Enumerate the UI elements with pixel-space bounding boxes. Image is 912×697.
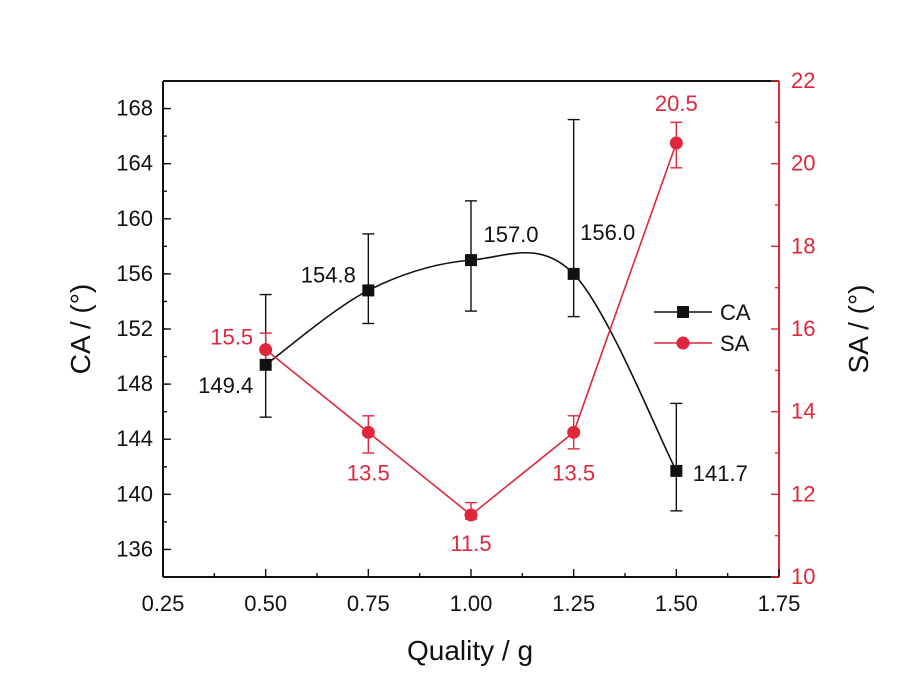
ca-marker: [670, 464, 683, 477]
sa-data-label: 15.5: [210, 325, 253, 350]
ca-data-label: 157.0: [483, 222, 538, 247]
x-tick-label: 0.25: [142, 591, 185, 616]
y-right-tick-label: 22: [791, 68, 815, 93]
x-tick-label: 1.75: [758, 591, 801, 616]
sa-data-label: 20.5: [655, 91, 698, 116]
y-right-tick-label: 12: [791, 481, 815, 506]
y-right-tick-label: 10: [791, 564, 815, 589]
ca-marker: [465, 254, 477, 267]
y-left-tick-label: 136: [116, 536, 153, 561]
y-left-tick-label: 140: [116, 481, 153, 506]
x-tick-label: 0.50: [244, 591, 287, 616]
y-left-tick-label: 156: [116, 261, 153, 286]
y-left-axis-title: CA / (°): [65, 284, 96, 375]
x-tick-label: 1.00: [450, 591, 493, 616]
y-right-tick-label: 16: [791, 316, 815, 341]
ca-marker: [362, 284, 375, 297]
sa-marker: [259, 343, 273, 357]
legend-label-ca: CA: [720, 300, 751, 325]
ca-data-label: 154.8: [301, 262, 356, 287]
y-right-axis-title: SA / (°): [843, 285, 874, 374]
series-line-sa: [265, 142, 678, 517]
sa-data-label: 13.5: [552, 460, 595, 485]
legend-marker-ca: [677, 306, 689, 318]
ca-data-label: 141.7: [693, 461, 748, 486]
sa-data-label: 11.5: [450, 531, 491, 556]
y-left-tick-label: 152: [116, 316, 153, 341]
y-right-tick-label: 20: [791, 151, 815, 176]
ca-marker: [567, 267, 580, 280]
y-right-tick-label: 18: [791, 233, 815, 258]
ca-data-label: 156.0: [580, 220, 635, 245]
sa-marker: [567, 425, 581, 439]
sa-data-label: 13.5: [347, 460, 390, 485]
ca-data-label: 149.4: [198, 373, 253, 398]
y-left-tick-label: 168: [116, 96, 153, 121]
legend-marker-sa: [676, 336, 690, 350]
sa-marker: [669, 136, 683, 150]
series-line-ca: [265, 251, 678, 472]
y-left-tick-label: 148: [116, 371, 153, 396]
x-tick-label: 1.50: [655, 591, 698, 616]
x-axis-title: Quality / g: [407, 635, 533, 666]
y-right-tick-label: 14: [791, 399, 815, 424]
legend-label-sa: SA: [720, 331, 750, 356]
y-left-tick-label: 160: [116, 206, 153, 231]
sa-marker: [464, 508, 478, 522]
y-left-tick-label: 164: [116, 151, 153, 176]
y-left-tick-label: 144: [116, 426, 153, 451]
ca-marker: [259, 358, 272, 371]
x-tick-label: 0.75: [347, 591, 390, 616]
x-tick-label: 1.25: [552, 591, 595, 616]
sa-marker: [361, 425, 375, 439]
